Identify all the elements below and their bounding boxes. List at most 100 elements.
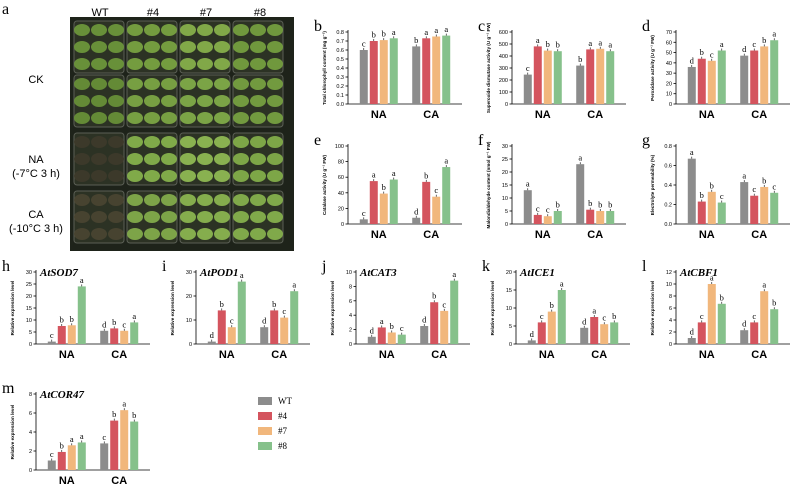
seedling xyxy=(127,95,143,107)
significance-letter: b xyxy=(700,190,704,200)
y-tick-label: 10 xyxy=(666,92,672,98)
y-tick-label: 0.7 xyxy=(336,39,344,45)
y-tick-label: 25 xyxy=(26,282,32,288)
column-label-8: #8 xyxy=(254,7,266,19)
seedling xyxy=(250,112,266,124)
seedling xyxy=(250,95,266,107)
seedling xyxy=(214,211,230,223)
seedling xyxy=(127,112,143,124)
y-tick-label: 0 xyxy=(29,342,32,348)
category-label-ca: CA xyxy=(751,349,767,361)
seedling xyxy=(91,136,107,148)
category-label-na: NA xyxy=(59,349,75,361)
seedling xyxy=(74,95,90,107)
legend-swatch xyxy=(258,412,272,420)
significance-letter: c xyxy=(710,49,714,59)
bar-line4-na xyxy=(697,322,706,344)
y-tick-label: 0.6 xyxy=(336,48,344,54)
y-axis-label: Electrolyte permeability (%) xyxy=(650,154,655,215)
seedling xyxy=(144,228,160,240)
y-tick-label: 0.3 xyxy=(336,75,344,81)
seedling xyxy=(180,228,196,240)
gene-title: AtSOD7 xyxy=(39,267,78,279)
seedling xyxy=(91,170,107,182)
significance-letter: d xyxy=(210,330,215,340)
seedling xyxy=(233,211,249,223)
y-tick-label: 200 xyxy=(499,78,508,84)
y-tick-label: 20 xyxy=(186,294,192,300)
seedling xyxy=(74,58,90,70)
gene-title: AtCAT3 xyxy=(359,267,397,279)
seedling xyxy=(74,153,90,165)
seedling xyxy=(144,153,160,165)
significance-letter: b xyxy=(608,200,612,210)
seedling xyxy=(127,24,143,36)
seedling xyxy=(197,78,213,90)
y-tick-label: 12 xyxy=(666,270,672,276)
bar-line7-ca xyxy=(440,310,449,344)
significance-letter: b xyxy=(112,409,116,419)
seedling xyxy=(108,58,124,70)
y-tick-label: 0.5 xyxy=(336,57,344,63)
y-tick-label: 5 xyxy=(505,209,508,215)
seedling xyxy=(214,194,230,206)
y-axis-label: Relative expression level xyxy=(330,281,335,336)
y-tick-label: 6 xyxy=(669,306,672,312)
legend-label: #4 xyxy=(278,411,287,421)
seedling xyxy=(108,112,124,124)
seedling xyxy=(233,41,249,53)
bar-line4-ca xyxy=(110,328,119,344)
significance-letter: a xyxy=(772,29,776,39)
seedling xyxy=(91,153,107,165)
bar-WT-na xyxy=(687,158,696,224)
bar-line7-na xyxy=(387,332,396,344)
significance-letter: b xyxy=(772,298,776,308)
significance-letter: c xyxy=(282,306,286,316)
legend-item-wt: WT xyxy=(258,395,338,407)
seedling xyxy=(127,136,143,148)
y-tick-label: 6 xyxy=(29,411,32,417)
seedling xyxy=(267,228,283,240)
panel-label-h: h xyxy=(2,258,10,275)
legend-swatch xyxy=(258,442,272,450)
y-tick-label: 30 xyxy=(186,270,192,276)
significance-letter: d xyxy=(422,315,427,325)
y-tick-label: 0.1 xyxy=(336,93,344,99)
seedling xyxy=(144,41,160,53)
column-label-wt: WT xyxy=(91,7,108,19)
bar-line7-na xyxy=(707,284,716,344)
seedling xyxy=(250,78,266,90)
bar-line8-na xyxy=(557,290,566,344)
seedling xyxy=(180,58,196,70)
y-tick-label: 0 xyxy=(189,342,192,348)
bar-line7-na xyxy=(379,40,388,104)
y-tick-label: 10 xyxy=(506,306,512,312)
seedling xyxy=(250,153,266,165)
significance-letter: a xyxy=(444,156,448,166)
panel-label-j: j xyxy=(321,258,326,275)
significance-letter: c xyxy=(362,39,366,49)
seedling xyxy=(197,58,213,70)
seedling xyxy=(91,24,107,36)
bar-WT-na xyxy=(47,341,56,344)
panel-label-a: a xyxy=(2,1,9,18)
seedling xyxy=(233,112,249,124)
seedling xyxy=(161,24,177,36)
seedling xyxy=(214,170,230,182)
bar-WT-na xyxy=(47,460,56,470)
y-tick-label: 100 xyxy=(335,144,344,150)
seedling xyxy=(180,41,196,53)
significance-letter: b xyxy=(588,198,592,208)
seedling xyxy=(108,228,124,240)
bar-WT-ca xyxy=(580,327,589,344)
seedling xyxy=(74,78,90,90)
bar-line8-na xyxy=(77,286,86,344)
bar-line8-na xyxy=(717,202,726,224)
y-tick-label: 70 xyxy=(666,30,672,36)
seedling xyxy=(250,194,266,206)
y-tick-label: 0.6 xyxy=(664,164,672,170)
seedling xyxy=(74,194,90,206)
y-tick-label: 0 xyxy=(349,342,352,348)
